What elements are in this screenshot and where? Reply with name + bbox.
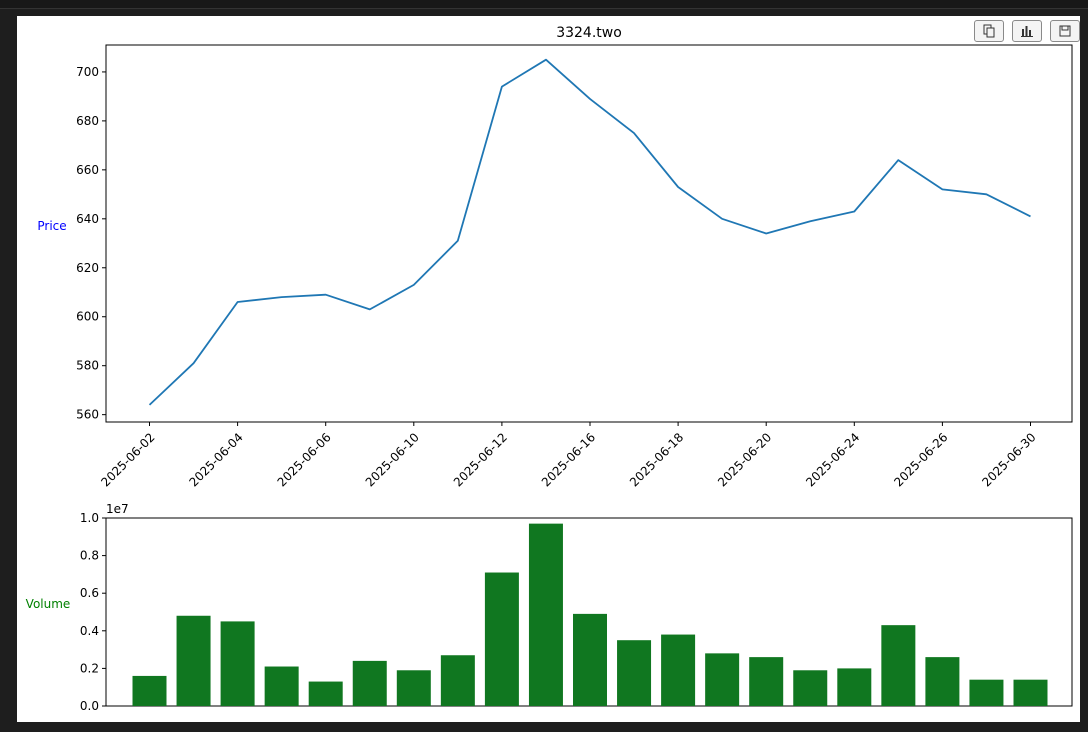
price-xtick-label: 2025-06-06: [275, 430, 334, 489]
price-xtick-label: 2025-06-04: [187, 430, 246, 489]
volume-bar: [1013, 679, 1048, 706]
price-ytick-label: 640: [76, 212, 99, 226]
volume-bar: [837, 668, 872, 706]
price-ylabel: Price: [37, 219, 66, 233]
price-ytick-label: 700: [76, 65, 99, 79]
price-ytick-label: 680: [76, 114, 99, 128]
volume-ytick-label: 1.0: [80, 511, 99, 525]
price-ytick-label: 580: [76, 359, 99, 373]
figure-toolbar: [974, 20, 1080, 42]
volume-bar: [440, 655, 475, 706]
volume-bar: [264, 666, 299, 706]
volume-offset-text: 1e7: [106, 502, 129, 516]
volume-bar: [705, 653, 740, 706]
price-xtick-label: 2025-06-30: [979, 430, 1038, 489]
price-line: [148, 58, 1031, 406]
price-xtick-label: 2025-06-20: [715, 430, 774, 489]
volume-bar: [793, 670, 828, 706]
volume-bar: [573, 613, 607, 706]
volume-bar: [617, 640, 652, 706]
volume-axes: 0.0 0.2 0.4 0.6 0.8 1.0 1e7 Volume: [26, 502, 1073, 713]
volume-bar: [220, 621, 255, 706]
volume-bar: [925, 657, 960, 706]
price-axes-frame: [105, 44, 1073, 423]
price-ytick-label: 560: [76, 408, 99, 422]
volume-ytick-label: 0.0: [80, 699, 99, 713]
figure-canvas: 3324.two 560 580 600 620 640 660 680 700 Price 20…: [17, 16, 1080, 722]
price-xtick-label: 2025-06-02: [98, 430, 157, 489]
window-top-bar: [0, 0, 1088, 9]
volume-ylabel: Volume: [26, 597, 71, 611]
price-ytick-label: 660: [76, 163, 99, 177]
copy-button[interactable]: [974, 20, 1004, 42]
chart-svg: 3324.two 560 580 600 620 640 660 680 700 Price 20…: [26, 25, 1073, 713]
price-xtick-label: 2025-06-24: [803, 430, 862, 489]
price-axes: 560 580 600 620 640 660 680 700 Price 2025-06-02 2…: [37, 44, 1073, 489]
bar-chart-button[interactable]: [1012, 20, 1042, 42]
price-xtick-label: 2025-06-18: [627, 430, 686, 489]
volume-bar: [308, 681, 343, 706]
price-xtick-label: 2025-06-16: [539, 430, 598, 489]
volume-bar: [484, 572, 519, 706]
chart-title: 3324.two: [556, 25, 622, 41]
volume-bar: [881, 625, 916, 706]
copy-icon: [983, 24, 995, 38]
volume-ytick-label: 0.2: [80, 661, 99, 675]
volume-bar: [132, 675, 167, 706]
volume-bar: [749, 657, 784, 706]
volume-bar: [528, 523, 563, 706]
volume-ytick-label: 0.6: [80, 586, 99, 600]
price-ytick-label: 600: [76, 310, 99, 324]
save-button[interactable]: [1050, 20, 1080, 42]
volume-bar: [661, 634, 696, 706]
volume-bar: [352, 660, 387, 706]
volume-bar: [969, 679, 1004, 706]
volume-bar: [396, 670, 431, 706]
price-xtick-label: 2025-06-12: [451, 430, 510, 489]
volume-bar: [176, 615, 211, 706]
price-xtick-label: 2025-06-10: [363, 430, 422, 489]
volume-ytick-label: 0.4: [80, 624, 99, 638]
save-icon: [1059, 25, 1071, 37]
price-xtick-label: 2025-06-26: [891, 430, 950, 489]
price-ytick-label: 620: [76, 261, 99, 275]
bar-chart-icon: [1021, 26, 1033, 37]
volume-ytick-label: 0.8: [80, 549, 99, 563]
